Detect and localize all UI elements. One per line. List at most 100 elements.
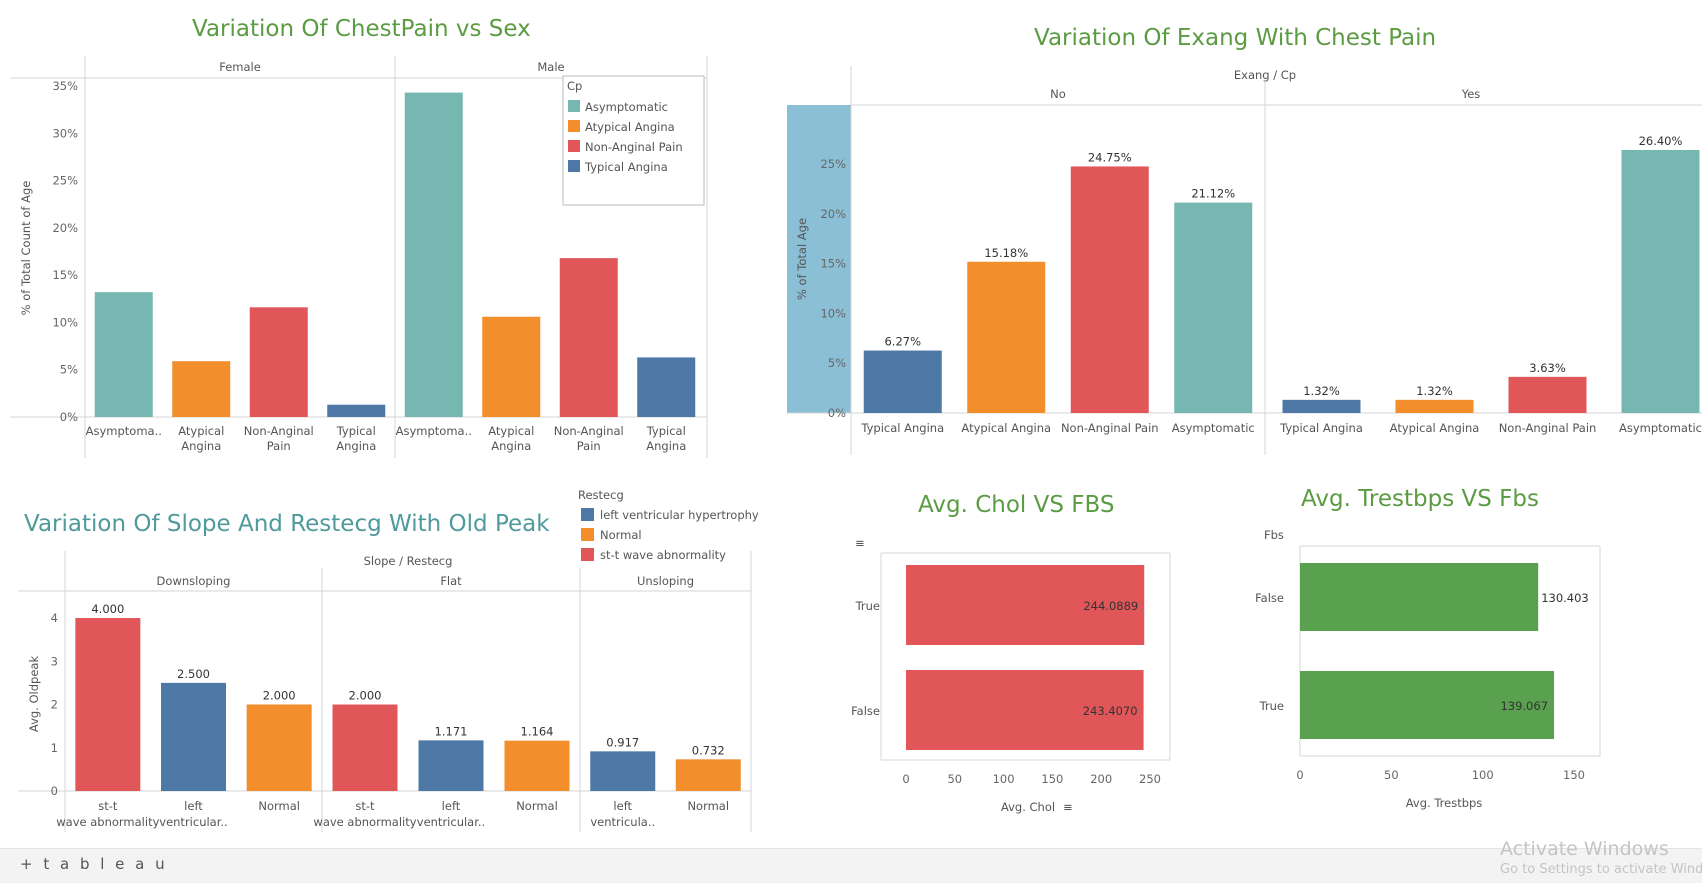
c2-data-label: 6.27% [884,335,921,349]
c4-sort-icon: ≡ [855,536,865,550]
c3-x-tick: ventricula.. [590,815,655,829]
c3-x-tick: left [613,799,632,813]
c1-x-tick: Asymptoma.. [86,424,162,438]
c3-y-tick: 4 [51,611,58,625]
c1-legend-label: Typical Angina [584,160,668,174]
c2-data-label: 24.75% [1088,150,1132,164]
c3-data-label: 0.917 [606,735,639,749]
c2-panel-label: No [1050,87,1066,101]
c2-x-tick: Asymptomatic [1172,421,1255,435]
c4-row-label: True [855,599,880,613]
c3-bar [75,618,141,791]
c2-y-tick: 10% [820,306,846,320]
c3-legend-swatch [581,528,594,541]
c2-bar-no [863,350,942,413]
c3-y-tick: 0 [51,784,58,798]
c3-x-tick: Normal [258,799,300,813]
c2-bar-yes [1395,399,1474,413]
c1-x-tick: Angina [336,439,376,453]
title-exang-chest-pain: Variation Of Exang With Chest Pain [1034,25,1437,51]
c1-y-tick: 25% [52,174,78,188]
c3-panel-label: Unsloping [637,574,694,588]
c3-x-tick: left [184,799,203,813]
c3-bar [246,704,312,791]
c5-bar [1300,671,1555,739]
c2-bar-no [967,261,1046,413]
c1-y-axis-label: % of Total Count of Age [19,181,33,316]
c2-panel-label: Yes [1461,87,1481,101]
c3-x-tick: ventricular.. [159,815,227,829]
tableau-logo[interactable]: + t a b l e a u [20,855,168,873]
c2-x-tick: Non-Anginal Pain [1061,421,1159,435]
c2-x-tick: Typical Angina [1279,421,1363,435]
c2-data-label: 21.12% [1191,187,1235,201]
c4-x-tick: 50 [947,772,962,786]
c1-legend-label: Atypical Angina [585,120,675,134]
c1-x-tick: Angina [181,439,221,453]
c2-x-tick: Asymptomatic [1619,421,1702,435]
c1-bar-male [404,92,463,418]
c2-y-tick: 25% [820,157,846,171]
c5-data-label: 139.067 [1500,699,1548,713]
c1-x-tick: Pain [267,439,291,453]
c3-x-tick: st-t [98,799,118,813]
c3-data-label: 2.000 [263,689,296,703]
c4-x-axis-label: Avg. Chol [1001,800,1055,814]
c1-legend-swatch [568,160,580,172]
c3-legend-label: st-t wave abnormality [600,548,726,562]
c2-y-tick: 20% [820,207,846,221]
c3-bar [590,751,656,791]
watermark-line2: Go to Settings to activate Windows. [1500,862,1702,877]
c3-data-label: 4.000 [91,602,124,616]
c1-legend-swatch [568,120,580,132]
c3-x-tick: ventricular.. [417,815,485,829]
c2-y-tick: 5% [828,356,846,370]
c3-bar [418,740,484,791]
c2-data-label: 1.32% [1416,384,1453,398]
c4-x-tick: 100 [993,772,1015,786]
c3-data-label: 1.171 [435,724,468,738]
c2-data-label: 3.63% [1529,361,1566,375]
c4-sort-icon: ≡ [1063,800,1073,814]
c2-bar-yes [1621,150,1700,413]
watermark-line1: Activate Windows [1500,838,1669,860]
c1-bar-female [249,307,308,417]
footer-bar [0,848,1702,883]
c1-legend-label: Non-Anginal Pain [585,140,683,154]
c5-x-tick: 100 [1472,768,1494,782]
c1-x-tick: Typical [646,424,686,438]
c3-data-label: 2.500 [177,667,210,681]
c4-x-tick: 150 [1041,772,1063,786]
c2-bar-no [1070,166,1149,413]
c1-legend-swatch [568,100,580,112]
c4-x-tick: 250 [1139,772,1161,786]
c1-x-tick: Non-Anginal [554,424,624,438]
c3-panel-label: Flat [440,574,462,588]
c1-x-tick: Asymptoma.. [396,424,472,438]
c1-legend-box [562,75,705,206]
c5-x-axis-label: Avg. Trestbps [1406,796,1483,810]
c2-data-label: 1.32% [1303,384,1340,398]
c5-data-label: 130.403 [1541,591,1589,605]
c5-x-tick: 50 [1384,768,1399,782]
title-avg-trestbps-fbs: Avg. Trestbps VS Fbs [1301,486,1539,512]
c1-y-tick: 20% [52,221,78,235]
c1-x-tick: Atypical [488,424,534,438]
c3-bar [332,704,398,791]
c4-data-label: 243.4070 [1083,704,1138,718]
c1-x-tick: Angina [646,439,686,453]
c1-bar-female [172,361,231,417]
c5-x-tick: 150 [1563,768,1585,782]
c3-bar [161,682,226,791]
c1-x-tick: Non-Anginal [244,424,314,438]
c3-x-tick: Normal [516,799,558,813]
c3-data-label: 1.164 [521,725,554,739]
c2-y-axis-label: % of Total Age [795,218,809,300]
c5-row-header: Fbs [1264,528,1284,542]
c1-y-tick: 0% [60,410,78,424]
c3-legend-swatch [581,508,594,521]
c2-axis-band [787,105,851,413]
c2-header-label: Exang / Cp [1234,68,1296,82]
c1-y-tick: 10% [52,315,78,329]
c2-x-tick: Non-Anginal Pain [1499,421,1597,435]
